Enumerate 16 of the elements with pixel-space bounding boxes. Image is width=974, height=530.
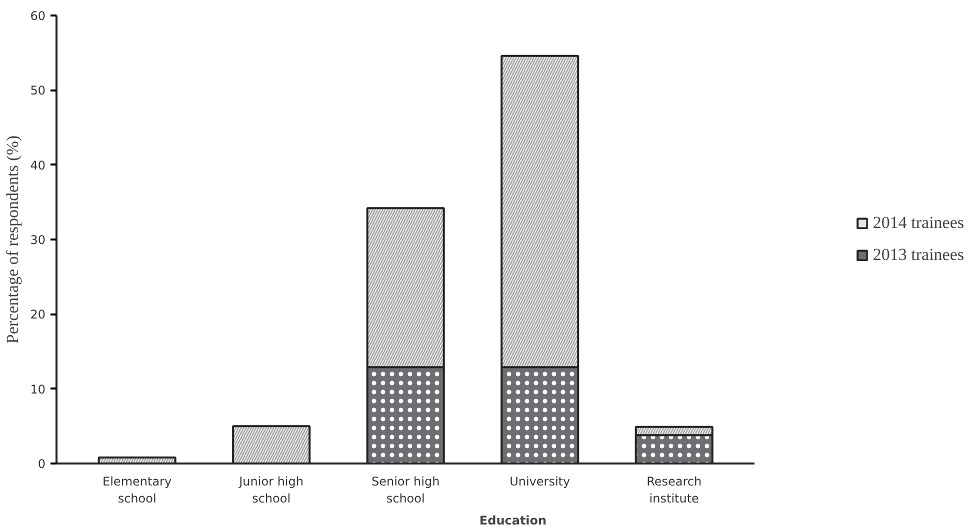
x-tick-label: Research institute [646, 474, 702, 506]
x-tick-label: University [510, 474, 570, 488]
x-tick-label: Senior high school [371, 474, 440, 506]
y-tick-label: 60 [30, 9, 46, 23]
legend-label: 2013 trainees [872, 245, 964, 265]
x-axis-title: Education [479, 513, 547, 528]
y-tick-label: 10 [30, 382, 46, 396]
y-tick-label: 0 [38, 457, 46, 471]
legend-label: 2014 trainees [872, 213, 964, 233]
x-tick-label: Elementary school [102, 474, 172, 506]
y-tick-label: 50 [30, 84, 46, 98]
x-tick-label: Junior high school [238, 474, 304, 506]
y-tick-label: 30 [30, 233, 46, 247]
y-tick-label: 40 [30, 158, 46, 172]
y-tick-label: 20 [30, 308, 46, 322]
y-axis-title: Percentage of respondents (%) [3, 135, 22, 344]
